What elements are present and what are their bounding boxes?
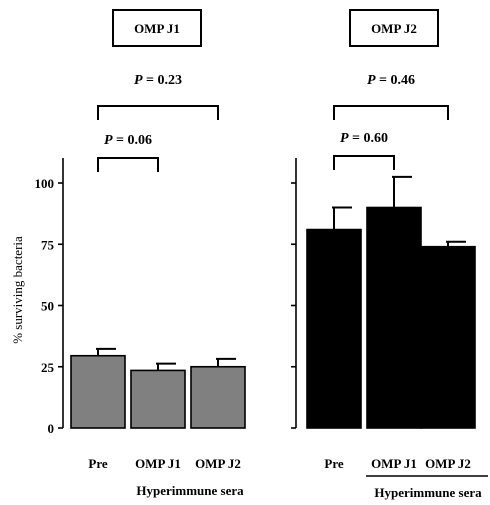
bars-j1 [70, 347, 246, 429]
bars-j2 [306, 175, 476, 429]
panel-title-j2: OMP J2 [371, 21, 417, 36]
category-label: OMP J1 [135, 456, 181, 471]
brackets-j2: P = 0.60 P = 0.46 [333, 73, 449, 170]
category-label: OMP J2 [195, 456, 241, 471]
panel-title-box-j2 [349, 9, 439, 47]
category-label: Pre [88, 456, 107, 471]
bar-pre [70, 354, 126, 429]
p-value-label: P = 0.06 [104, 133, 152, 148]
y-tick-label: 50 [41, 299, 54, 314]
bar-omp-j1 [366, 206, 422, 429]
group-label-j2: Hyperimmune sera [374, 485, 482, 500]
categories-j1: Pre OMP J1 OMP J2 [88, 456, 241, 471]
p-value-label: P = 0.23 [134, 73, 182, 88]
significance-bracket [333, 155, 395, 170]
category-label: Pre [324, 456, 343, 471]
p-value-label: P = 0.60 [340, 131, 388, 146]
category-label: OMP J2 [425, 456, 471, 471]
panel-title-j1: OMP J1 [134, 21, 180, 36]
y-tick-label: 100 [35, 176, 55, 191]
y-tick-label: 75 [41, 237, 55, 252]
y-ticks-j1: 0 25 50 75 100 [35, 176, 63, 436]
panel-omp-j2: OMP J2 P = 0.60P = 0.46 Pre OMP J1 OMP J2 … [291, 9, 488, 500]
bar-omp-j2 [190, 365, 246, 429]
brackets-j1: P = 0.06 P = 0.23 [97, 73, 219, 172]
p-value-label: P = 0.46 [367, 73, 415, 88]
bar-pre [306, 228, 362, 429]
y-tick-label: 0 [48, 421, 55, 436]
category-label: OMP J1 [371, 456, 417, 471]
group-label-j1: Hyperimmune sera [136, 483, 244, 498]
bar-omp-j1 [130, 369, 186, 429]
panel-omp-j1: OMP J1 % surviving bacteria 0 25 50 75 100 P… [10, 9, 246, 498]
panel-title-box-j1 [112, 9, 202, 47]
y-axis-label: % surviving bacteria [10, 236, 25, 344]
significance-bracket [97, 105, 219, 120]
categories-j2: Pre OMP J1 OMP J2 [324, 456, 471, 471]
y-ticks-j2 [291, 182, 296, 429]
significance-bracket [97, 157, 159, 172]
bar-omp-j2 [420, 245, 476, 429]
significance-bracket [333, 105, 449, 120]
y-tick-label: 25 [41, 360, 55, 375]
